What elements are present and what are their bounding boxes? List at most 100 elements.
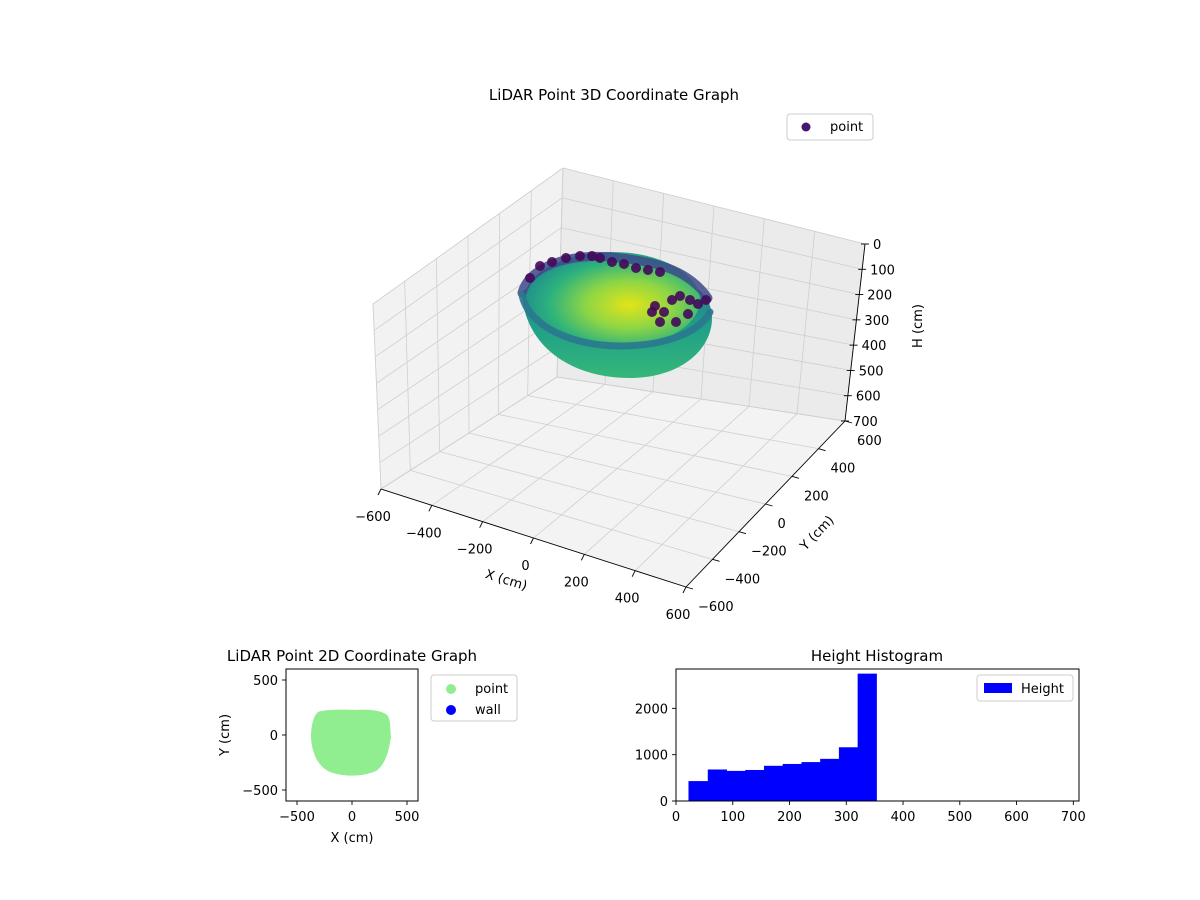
point-series-3d [517, 251, 714, 378]
y-tick-label-3d: 0 [778, 517, 786, 532]
histogram-bar [838, 747, 859, 801]
rim-point [643, 265, 653, 275]
x-tick-label-3d: 200 [564, 575, 589, 590]
x-tick-label-histogram: 0 [672, 810, 680, 825]
y-tick-label-3d: −200 [751, 545, 787, 560]
bowl-rim-front [518, 291, 714, 350]
legend-2d-wall-label: wall [475, 703, 501, 718]
y-tick-label-3d: 400 [831, 462, 856, 477]
y-tick-3d [738, 531, 747, 535]
plot-frame-histogram [675, 668, 1080, 802]
rim-point [535, 261, 545, 271]
legend-3d: point [786, 113, 874, 141]
grid-y-floor [527, 395, 819, 450]
grid-z-back [562, 167, 866, 245]
grid-z-back [562, 197, 863, 270]
histogram-bar [707, 769, 728, 801]
chart-2d: LiDAR Point 2D Coordinate Graph −500 0 500… [218, 647, 518, 846]
grid-z-back [561, 227, 860, 295]
rim-point [685, 295, 695, 305]
histogram-bar [801, 762, 821, 801]
z-axis-line-3d [844, 243, 866, 422]
y-tick-label-histogram: 1000 [635, 749, 668, 764]
rim-point [693, 299, 703, 309]
z-tick-label-3d: 600 [856, 390, 881, 405]
grid-z-left [380, 376, 558, 490]
legend-2d: point wall [430, 674, 518, 722]
rim-point [631, 263, 641, 273]
ticks-histogram: 0 100 200 300 400 500 600 700 0 1000 2000 [635, 702, 1086, 825]
legend-3d-point-marker [801, 122, 811, 132]
x-tick-label-3d: 400 [615, 592, 640, 607]
grid-z-left [372, 167, 564, 305]
x-tick-3d [682, 586, 687, 594]
rim-point [671, 317, 681, 327]
y-tick-3d [685, 586, 694, 590]
y-tick-label-3d: −600 [698, 600, 734, 615]
x-tick-label-histogram: 400 [891, 810, 916, 825]
legend-2d-wall-marker [446, 705, 456, 715]
rim-point [595, 253, 605, 263]
x-tick-3d [530, 537, 534, 545]
grid-y-wall [497, 213, 501, 415]
rim-point [575, 251, 585, 261]
legend-3d-point-label: point [830, 120, 863, 135]
y-tick-label-3d: 600 [857, 434, 882, 449]
legend-histogram-swatch [984, 683, 1012, 693]
grid-y-wall [372, 303, 382, 490]
x-axis-label-2d: X (cm) [331, 831, 374, 846]
z-tick-label-3d: 0 [873, 238, 881, 253]
y-tick-label-3d: −400 [725, 572, 761, 587]
x-tick-label-3d: 600 [666, 608, 691, 623]
histogram-bar [763, 765, 784, 801]
rim-cluster [525, 251, 711, 327]
x-tick-3d [377, 488, 382, 496]
grid-y-wall [467, 235, 470, 434]
rim-point [683, 309, 693, 319]
x-tick-3d [580, 554, 585, 561]
ticks-2d: −500 0 500 −500 0 500 [242, 674, 419, 825]
z-tick-label-3d: 700 [853, 415, 878, 430]
histogram-bar [782, 763, 802, 801]
legend-histogram-frame [976, 674, 1074, 702]
histogram-bar [745, 769, 765, 801]
y-tick-3d [712, 558, 720, 562]
x-tick-label-histogram: 500 [947, 810, 972, 825]
rim-point [675, 291, 685, 301]
x-tick-3d [631, 570, 636, 577]
x-tick-3d [428, 505, 433, 512]
x-tick-label-3d: −400 [406, 526, 442, 541]
x-tick-label-3d: −200 [457, 543, 493, 558]
x-tick-label-3d: 0 [521, 559, 529, 574]
x-tick-label-histogram: 700 [1061, 810, 1086, 825]
y-tick-label-histogram: 0 [660, 795, 668, 810]
rim-point [701, 295, 711, 305]
chart-2d-title: LiDAR Point 2D Coordinate Graph [227, 647, 477, 665]
grid-y-wall [404, 281, 411, 471]
x-tick-label-histogram: 100 [720, 810, 745, 825]
grid-x-wall [748, 218, 765, 407]
z-axis-label-3d: H (cm) [911, 304, 926, 348]
legend-histogram-label: Height [1021, 682, 1064, 697]
chart-3d-title: LiDAR Point 3D Coordinate Graph [489, 86, 739, 104]
histogram-bars [688, 673, 877, 801]
y-tick-label-2d: −500 [242, 784, 278, 799]
z-tick-label-3d: 100 [870, 263, 895, 278]
rim-point [659, 307, 669, 317]
grid-y-wall [435, 258, 441, 452]
histogram-bar [688, 781, 709, 801]
y-tick-label-2d: 0 [270, 729, 278, 744]
z-tick-label-3d: 300 [864, 314, 889, 329]
grid-z-back [556, 376, 846, 422]
y-tick-3d [818, 448, 826, 452]
z-tick-label-3d: 400 [862, 339, 887, 354]
legend-2d-point-label: point [475, 682, 508, 697]
grid-x-wall [796, 231, 816, 414]
y-tick-label-2d: 500 [253, 674, 278, 689]
rim-point [647, 307, 657, 317]
x-tick-3d [479, 521, 484, 528]
z-tick-label-3d: 500 [859, 364, 884, 379]
point-cloud-2d [311, 709, 391, 776]
rim-point [667, 295, 677, 305]
